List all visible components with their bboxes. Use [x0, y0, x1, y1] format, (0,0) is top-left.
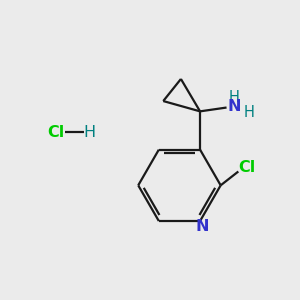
Text: H: H	[229, 90, 239, 105]
Text: N: N	[227, 99, 241, 114]
Text: Cl: Cl	[47, 125, 64, 140]
Text: Cl: Cl	[238, 160, 255, 175]
Text: H: H	[243, 105, 254, 120]
Text: N: N	[196, 219, 209, 234]
Text: H: H	[84, 125, 96, 140]
